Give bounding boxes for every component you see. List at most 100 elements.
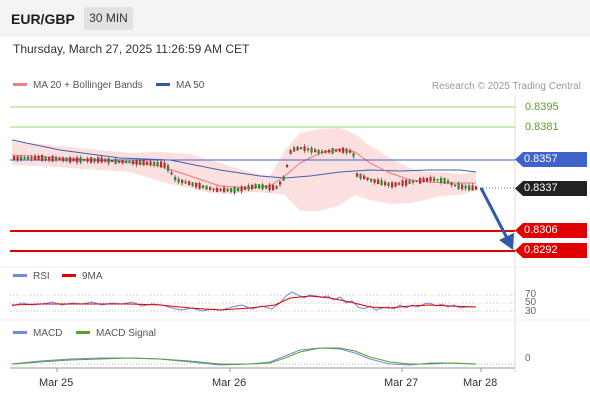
candle-body — [412, 180, 415, 183]
candle-body — [156, 161, 159, 166]
candle-body — [86, 158, 89, 162]
candle-body — [314, 149, 317, 153]
candle-body — [254, 183, 257, 189]
legend-macd-label: MACD — [33, 328, 63, 339]
candle-body — [44, 156, 47, 160]
candle-body — [153, 161, 156, 166]
candle-body — [436, 179, 439, 181]
candle-body — [440, 177, 443, 183]
candle-body — [30, 157, 33, 159]
candle-body — [426, 177, 429, 182]
candle-body — [62, 157, 65, 162]
candle-body — [296, 146, 299, 151]
candle-body — [230, 188, 233, 192]
candle-body — [258, 184, 261, 189]
legend-ma50-label: MA 50 — [176, 80, 205, 91]
symbol-title: EUR/GBP — [11, 11, 75, 27]
candle-body — [384, 181, 387, 186]
candle-body — [209, 187, 212, 190]
candle-body — [69, 157, 72, 163]
candle-body — [233, 187, 236, 193]
candle-body — [37, 156, 40, 160]
candle-body — [405, 179, 408, 186]
candle-body — [167, 165, 170, 171]
candle-body — [279, 181, 282, 185]
macd-swatch — [13, 330, 27, 334]
rsi-line — [11, 291, 476, 312]
macd-line — [11, 347, 477, 366]
candle-body — [363, 175, 366, 180]
legend-ma50: MA 50 — [156, 80, 204, 91]
candle-body — [100, 157, 103, 163]
support-2-tag: 0.8292 — [515, 243, 587, 258]
candle-body — [272, 185, 275, 191]
candle-body — [20, 156, 23, 160]
candle-body — [188, 181, 191, 186]
candle-body — [261, 184, 264, 190]
candle-body — [174, 176, 177, 181]
candle-body — [118, 160, 121, 163]
candle-body — [461, 184, 464, 190]
candle-body — [394, 182, 397, 187]
candle-body — [97, 157, 100, 163]
legend-rsi: RSI — [13, 271, 50, 282]
candle-body — [303, 146, 306, 151]
rsi-ma-line — [11, 295, 477, 311]
candle-body — [135, 160, 138, 165]
candle-body — [83, 159, 86, 161]
candle-body — [244, 186, 247, 190]
candle-body — [226, 188, 229, 192]
candle-body — [464, 185, 467, 189]
x-label-mar27: Mar 27 — [384, 377, 419, 389]
candle-body — [128, 161, 131, 164]
candle-body — [338, 148, 341, 152]
candle-body — [307, 148, 310, 151]
candle-body — [370, 178, 373, 182]
candle-body — [160, 161, 163, 168]
candle-body — [331, 147, 334, 154]
candle-body — [48, 156, 51, 161]
candle-body — [181, 179, 184, 184]
candle-body — [387, 182, 390, 187]
candle-body — [125, 161, 128, 164]
legend-macd: MACD — [13, 328, 62, 339]
candle-body — [265, 185, 268, 189]
candle-body — [142, 160, 145, 166]
support-1-tag: 0.8306 — [515, 223, 587, 238]
candle-body — [450, 182, 453, 186]
legend-ma20: MA 20 + Bollinger Bands — [13, 80, 143, 91]
macd-signal-line — [11, 347, 477, 365]
candle-body — [223, 187, 226, 193]
candle-body — [317, 149, 320, 154]
candle-body — [41, 155, 44, 162]
candle-body — [289, 150, 292, 154]
candle-body — [408, 180, 411, 184]
candle-body — [342, 147, 345, 153]
candle-body — [191, 182, 194, 187]
forecast-arrow — [479, 187, 510, 241]
ma20-swatch — [13, 82, 27, 86]
candle-body — [90, 157, 93, 163]
rsi-30-label: 30 — [525, 306, 537, 317]
candle-body — [391, 182, 394, 188]
candle-body — [447, 180, 450, 184]
candle-body — [345, 148, 348, 154]
candle-body — [373, 178, 376, 183]
timeframe-button[interactable]: 30 MIN — [84, 7, 133, 30]
candle-body — [433, 177, 436, 181]
ma20-line — [11, 148, 476, 189]
datetime-label: Thursday, March 27, 2025 11:26:59 AM CET — [13, 42, 250, 56]
candle-body — [468, 185, 471, 191]
candle-body — [170, 172, 173, 175]
candle-body — [398, 182, 401, 185]
rsi-70-label: 70 — [525, 289, 537, 300]
x-label-mar26: Mar 26 — [212, 377, 247, 389]
candle-body — [121, 160, 124, 164]
candle-body — [454, 184, 457, 187]
legend-macd-signal-label: MACD Signal — [96, 328, 157, 339]
candle-body — [76, 157, 79, 163]
candle-body — [65, 158, 68, 162]
candle-body — [359, 173, 362, 179]
candle-body — [349, 150, 352, 153]
candle-body — [415, 180, 418, 182]
